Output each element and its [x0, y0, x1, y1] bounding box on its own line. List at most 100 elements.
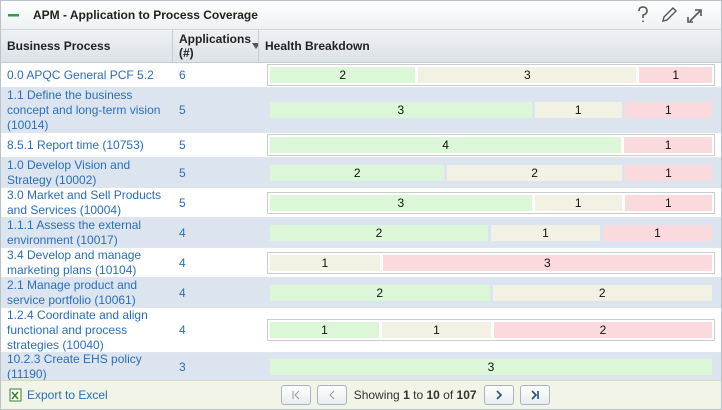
first-page-button[interactable]: [280, 385, 311, 405]
table-row: 3.0 Market and Sell Products and Service…: [1, 188, 721, 218]
footer: Export to Excel Showing 1 to 10 of 107: [1, 380, 721, 409]
table-row: 0.0 APQC General PCF 5.2 6 2 3 1: [1, 63, 721, 88]
business-process-link[interactable]: 1.1 Define the business concept and long…: [7, 87, 161, 132]
health-segment[interactable]: 1: [382, 322, 491, 338]
column-title[interactable]: Applications (#): [173, 30, 259, 62]
applications-count[interactable]: 5: [179, 138, 186, 152]
health-segment[interactable]: 1: [624, 102, 712, 118]
applications-count[interactable]: 5: [179, 165, 186, 180]
applications-count[interactable]: 4: [179, 255, 186, 270]
business-process-link[interactable]: 8.5.1 Report time (10753): [7, 137, 144, 152]
applications-count[interactable]: 4: [179, 225, 186, 240]
column-title[interactable]: Business Process: [1, 30, 173, 62]
business-process-link[interactable]: 3.4 Develop and manage marketing plans (…: [7, 247, 142, 277]
business-process-link[interactable]: 0.0 APQC General PCF 5.2: [7, 67, 154, 82]
last-page-button[interactable]: [519, 385, 550, 405]
column-header: Business Process Applications (#) Health…: [1, 30, 721, 63]
health-cell: 3: [259, 353, 721, 380]
paging-info: Showing 1 to 10 of 107: [354, 388, 477, 402]
health-segment[interactable]: 1: [491, 224, 600, 241]
applications-count[interactable]: 3: [179, 359, 186, 374]
table-row: 1.0 Develop Vision and Strategy (10002) 5…: [1, 158, 721, 188]
health-segment[interactable]: 1: [270, 322, 379, 338]
business-process-link[interactable]: 3.0 Market and Sell Products and Service…: [7, 187, 162, 217]
table-row: 8.5.1 Report time (10753) 5 4 1: [1, 133, 721, 158]
paging-from: 1: [403, 388, 410, 402]
paging-text: to: [413, 388, 424, 402]
export-link[interactable]: Export to Excel: [27, 388, 108, 402]
table-row: 3.4 Develop and manage marketing plans (…: [1, 248, 721, 278]
table-row: 1.2.4 Coordinate and align functional an…: [1, 308, 721, 353]
health-segment[interactable]: 2: [494, 322, 712, 338]
business-process-link[interactable]: 1.0 Develop Vision and Strategy (10002): [7, 157, 131, 187]
paging-to: 10: [426, 388, 440, 402]
health-segment[interactable]: 2: [447, 164, 622, 181]
table-row: 1.1.1 Assess the external environment (1…: [1, 218, 721, 248]
widget-header: APM - Application to Process Coverage: [1, 1, 721, 30]
health-segment[interactable]: 3: [270, 102, 532, 118]
health-segment[interactable]: 1: [603, 224, 712, 241]
column-title: Health Breakdown: [265, 39, 370, 53]
health-segment[interactable]: 1: [534, 194, 622, 211]
health-segment[interactable]: 1: [270, 254, 380, 271]
health-segment[interactable]: 2: [270, 164, 445, 181]
edit-icon[interactable]: [662, 7, 677, 22]
paging-text: Showing: [353, 388, 400, 402]
collapse-icon[interactable]: [7, 8, 21, 22]
paging-text: of: [443, 388, 454, 402]
pager: Showing 1 to 10 of 107: [278, 385, 553, 405]
health-segment[interactable]: 3: [382, 254, 712, 271]
applications-count[interactable]: 5: [179, 103, 186, 117]
widget-title: APM - Application to Process Coverage: [33, 8, 258, 22]
health-segment[interactable]: 1: [624, 137, 712, 153]
business-process-link[interactable]: 1.1.1 Assess the external environment (1…: [7, 217, 142, 247]
paging-total: 107: [456, 388, 477, 402]
health-segment[interactable]: 2: [270, 67, 416, 83]
next-page-button[interactable]: [483, 385, 514, 405]
help-icon[interactable]: [638, 6, 648, 22]
applications-count[interactable]: 4: [179, 323, 186, 337]
applications-count[interactable]: 4: [179, 285, 186, 300]
health-segment[interactable]: 1: [639, 67, 712, 83]
health-segment[interactable]: 2: [492, 284, 712, 301]
health-bar: 3: [267, 356, 715, 378]
health-segment[interactable]: 2: [270, 284, 490, 301]
table-row: 10.2.3 Create EHS policy (11190) 3 3: [1, 351, 721, 381]
business-process-link[interactable]: 1.2.4 Coordinate and align functional an…: [7, 307, 148, 352]
health-segment[interactable]: 1: [624, 164, 713, 181]
header-icons: [638, 6, 702, 23]
business-process-link[interactable]: 10.2.3 Create EHS policy (11190): [7, 351, 142, 381]
table-row: 2.1 Manage product and service portfolio…: [1, 278, 721, 308]
table-row: 1.1 Define the business concept and long…: [1, 88, 721, 133]
health-segment[interactable]: 3: [270, 194, 532, 211]
health-segment[interactable]: 2: [270, 224, 488, 241]
health-segment[interactable]: 3: [418, 67, 637, 83]
health-segment[interactable]: 1: [534, 102, 622, 118]
sort-arrow: [252, 43, 258, 49]
health-segment[interactable]: 1: [624, 194, 712, 211]
excel-icon: [9, 388, 22, 402]
applications-count[interactable]: 5: [179, 195, 186, 210]
maximize-icon[interactable]: [687, 9, 702, 23]
applications-count[interactable]: 6: [179, 68, 186, 82]
health-segment[interactable]: 4: [270, 137, 622, 153]
health-segment[interactable]: 3: [270, 358, 712, 375]
previous-page-button[interactable]: [316, 385, 347, 405]
table-body: 0.0 APQC General PCF 5.2 6 2 3 1 1.1 Define t…: [1, 63, 721, 381]
business-process-link[interactable]: 2.1 Manage product and service portfolio…: [7, 277, 138, 307]
